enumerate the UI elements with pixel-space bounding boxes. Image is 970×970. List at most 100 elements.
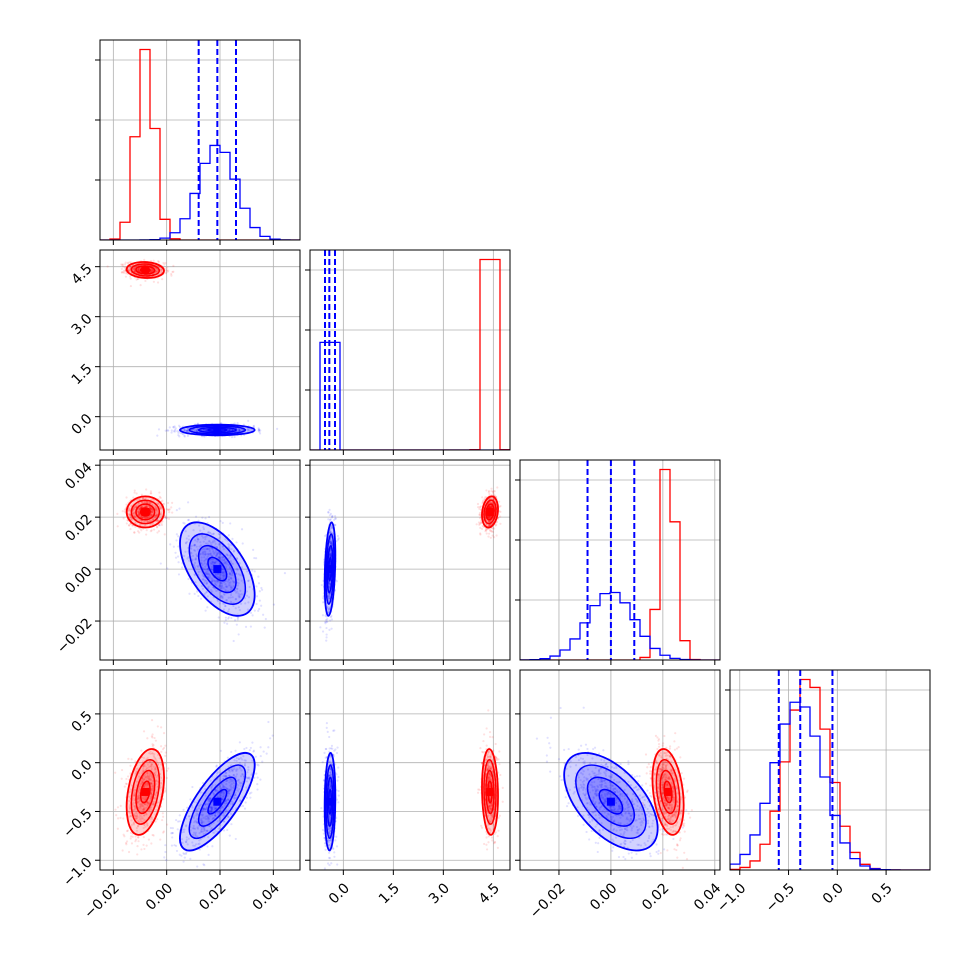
sample-point — [185, 430, 188, 433]
sample-point — [183, 429, 186, 432]
sample-point — [172, 270, 175, 273]
sample-point — [164, 271, 167, 275]
sample-point — [195, 555, 199, 558]
sample-point — [132, 496, 135, 499]
sample-point — [137, 269, 141, 273]
sample-point — [156, 268, 159, 271]
sample-point — [262, 613, 265, 616]
sample-point — [476, 502, 480, 506]
sample-point — [150, 268, 153, 271]
sample-point — [158, 504, 161, 507]
sample-point — [161, 268, 164, 271]
sample-point — [145, 500, 148, 503]
sample-point — [175, 509, 178, 512]
sample-point — [238, 562, 241, 565]
sample-point — [150, 842, 153, 845]
sample-point — [250, 428, 253, 431]
sample-point — [149, 506, 152, 509]
sample-point — [144, 524, 147, 527]
sample-point — [133, 270, 136, 273]
sample-point — [242, 423, 245, 426]
sample-point — [149, 515, 152, 518]
sample-point — [195, 429, 198, 433]
sample-point — [224, 588, 227, 591]
sample-point — [125, 777, 128, 781]
sample-point — [485, 532, 488, 535]
sample-point — [155, 270, 158, 273]
sample-point — [146, 520, 149, 523]
sample-point — [129, 516, 132, 519]
sample-point — [234, 591, 238, 594]
sample-point — [137, 267, 140, 271]
sample-point — [205, 428, 208, 431]
sample-point — [224, 605, 227, 608]
sample-point — [241, 542, 244, 545]
sample-point — [227, 610, 230, 613]
sample-point — [127, 269, 130, 272]
sample-point — [152, 280, 155, 283]
sample-point — [166, 501, 170, 505]
sample-point — [183, 428, 186, 431]
sample-point — [276, 427, 279, 430]
sample-point — [221, 582, 224, 585]
sample-point — [145, 516, 148, 520]
sample-point — [161, 812, 164, 815]
sample-point — [156, 725, 159, 728]
sample-point — [330, 627, 333, 630]
sample-point — [232, 550, 235, 553]
sample-point — [151, 736, 154, 739]
sample-point — [125, 496, 128, 499]
sample-point — [216, 572, 220, 576]
sample-point — [173, 425, 176, 428]
sample-point — [229, 428, 232, 432]
sample-point — [150, 510, 153, 513]
sample-point — [173, 430, 177, 433]
panel-content — [100, 250, 300, 450]
sample-point — [235, 557, 238, 560]
sample-point — [211, 560, 214, 564]
sample-point — [223, 558, 226, 562]
sample-point — [150, 269, 153, 272]
sample-point — [131, 524, 134, 527]
sample-point — [258, 428, 261, 432]
sample-point — [195, 430, 198, 433]
sample-point — [160, 513, 163, 516]
sample-point — [171, 270, 174, 274]
sample-point — [129, 277, 132, 280]
sample-point — [207, 540, 211, 543]
sample-point — [222, 574, 225, 577]
sample-point — [155, 270, 159, 273]
sample-point — [141, 515, 144, 518]
sample-point — [150, 513, 154, 517]
sample-point — [219, 557, 222, 561]
sample-point — [220, 585, 223, 588]
sample-point — [137, 277, 140, 281]
sample-point — [330, 618, 334, 621]
sample-point — [204, 553, 207, 556]
sample-point — [191, 554, 195, 557]
panel-content — [520, 460, 720, 660]
sample-point — [198, 545, 201, 548]
sample-point — [249, 625, 252, 628]
sample-point — [204, 550, 207, 553]
sample-point — [243, 597, 247, 600]
sample-point — [232, 549, 236, 552]
sample-point — [217, 556, 221, 559]
sample-point — [120, 263, 123, 266]
sample-point — [247, 596, 251, 599]
sample-point — [227, 546, 230, 549]
sample-point — [156, 281, 160, 284]
sample-point — [264, 617, 267, 621]
sample-point — [204, 591, 208, 594]
sample-point — [231, 571, 234, 575]
sample-point — [231, 571, 234, 574]
sample-point — [260, 604, 263, 607]
density-peak — [213, 565, 222, 574]
sample-point — [224, 561, 227, 564]
sample-point — [206, 581, 209, 584]
sample-point — [160, 726, 163, 729]
sample-point — [132, 269, 135, 272]
sample-point — [144, 505, 147, 508]
sample-point — [185, 429, 188, 433]
sample-point — [128, 524, 131, 527]
